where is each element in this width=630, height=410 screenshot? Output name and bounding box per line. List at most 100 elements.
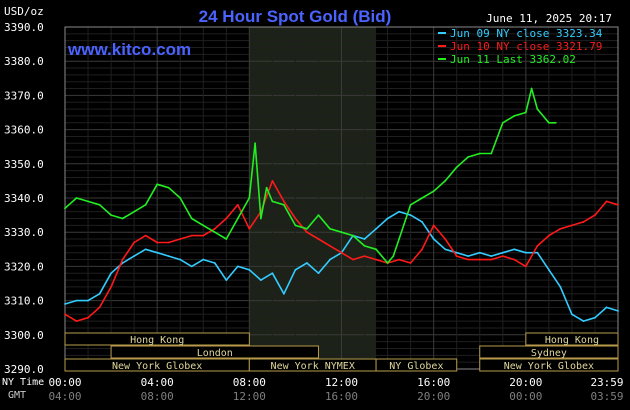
series-point	[421, 248, 424, 251]
series-point	[144, 234, 147, 237]
series-point	[179, 238, 182, 240]
series-point	[156, 251, 159, 254]
series-point	[87, 200, 89, 203]
series-point	[282, 200, 285, 203]
series-point	[432, 238, 435, 240]
series-point	[554, 121, 557, 124]
series-point	[617, 309, 619, 312]
y-tick-label: 3350.0	[4, 158, 44, 171]
series-line-3	[64, 87, 556, 264]
series-point	[444, 180, 447, 182]
series-point	[213, 227, 216, 230]
series-point	[559, 286, 562, 288]
series-point	[121, 217, 124, 220]
series-point	[64, 207, 66, 210]
series-point	[582, 320, 585, 323]
session-label: London	[197, 348, 233, 359]
series-point	[144, 248, 147, 251]
series-point	[478, 152, 481, 155]
series-point	[75, 320, 78, 323]
series-point	[490, 258, 493, 261]
series-point	[547, 234, 550, 237]
series-point	[179, 258, 182, 261]
y-tick-label: 3340.0	[4, 192, 44, 205]
x-tick-ny: 00:00	[48, 376, 81, 389]
series-point	[317, 238, 320, 240]
series-point	[530, 87, 533, 90]
x-tick-gmt: 16:00	[325, 390, 358, 403]
series-point	[513, 115, 516, 117]
series-point	[329, 244, 331, 247]
series-point	[213, 231, 216, 234]
series-point	[524, 251, 527, 254]
y-tick-label: 3310.0	[4, 295, 44, 308]
series-point	[398, 258, 401, 261]
legend-entry: Jun 09 NY close 3323.34	[450, 27, 603, 40]
series-point	[179, 197, 182, 199]
x-tick-ny: 16:00	[417, 376, 450, 389]
series-point	[386, 262, 389, 264]
y-tick-label: 3330.0	[4, 226, 44, 239]
series-point	[352, 234, 354, 237]
series-point	[133, 255, 136, 258]
series-point	[98, 203, 101, 206]
series-point	[524, 111, 527, 114]
series-point	[98, 292, 101, 295]
series-point	[432, 224, 435, 227]
series-point	[398, 238, 401, 240]
series-point	[167, 241, 170, 244]
x-tick-ny: 20:00	[509, 376, 542, 389]
x-tick-gmt: 04:00	[48, 390, 81, 403]
series-point	[248, 197, 251, 199]
price-series	[64, 87, 619, 323]
timestamp: June 11, 2025 20:17	[486, 12, 612, 25]
series-point	[317, 214, 320, 217]
units-label: USD/oz	[4, 5, 44, 18]
series-point	[594, 214, 596, 217]
series-point	[467, 255, 470, 258]
series-point	[87, 299, 89, 302]
series-point	[156, 241, 159, 244]
series-point	[271, 272, 274, 275]
series-point	[363, 244, 366, 247]
series-point	[490, 255, 493, 258]
x-tick-gmt: 00:00	[509, 390, 542, 403]
website-label: www.kitco.com	[67, 40, 191, 59]
gmt-label: GMT	[8, 390, 26, 401]
series-point	[121, 258, 124, 261]
series-point	[582, 221, 585, 223]
series-point	[605, 306, 608, 309]
series-point	[363, 255, 366, 258]
series-point	[329, 258, 331, 261]
y-tick-label: 3390.0	[4, 21, 44, 34]
series-point	[478, 258, 481, 261]
y-tick-label: 3320.0	[4, 260, 44, 273]
series-point	[306, 262, 308, 264]
series-point	[259, 217, 262, 220]
series-point	[213, 262, 216, 264]
series-point	[282, 203, 285, 206]
series-point	[409, 203, 412, 206]
series-point	[536, 251, 539, 254]
series-point	[133, 210, 136, 213]
session-label: NY Globex	[389, 361, 443, 372]
series-point	[87, 316, 89, 319]
series-point	[594, 316, 596, 319]
x-tick-gmt: 03:59	[590, 390, 623, 403]
series-point	[571, 313, 573, 316]
series-point	[455, 166, 458, 169]
series-point	[501, 255, 504, 258]
x-tick-gmt: 20:00	[417, 390, 450, 403]
series-point	[467, 156, 470, 158]
series-point	[329, 227, 331, 230]
y-tick-label: 3380.0	[4, 55, 44, 68]
series-point	[421, 221, 424, 223]
series-point	[444, 238, 447, 240]
session-bar	[64, 332, 250, 346]
session-bar	[479, 358, 619, 372]
session-label: Sydney	[531, 348, 567, 359]
series-point	[98, 306, 101, 309]
series-point	[110, 286, 112, 288]
